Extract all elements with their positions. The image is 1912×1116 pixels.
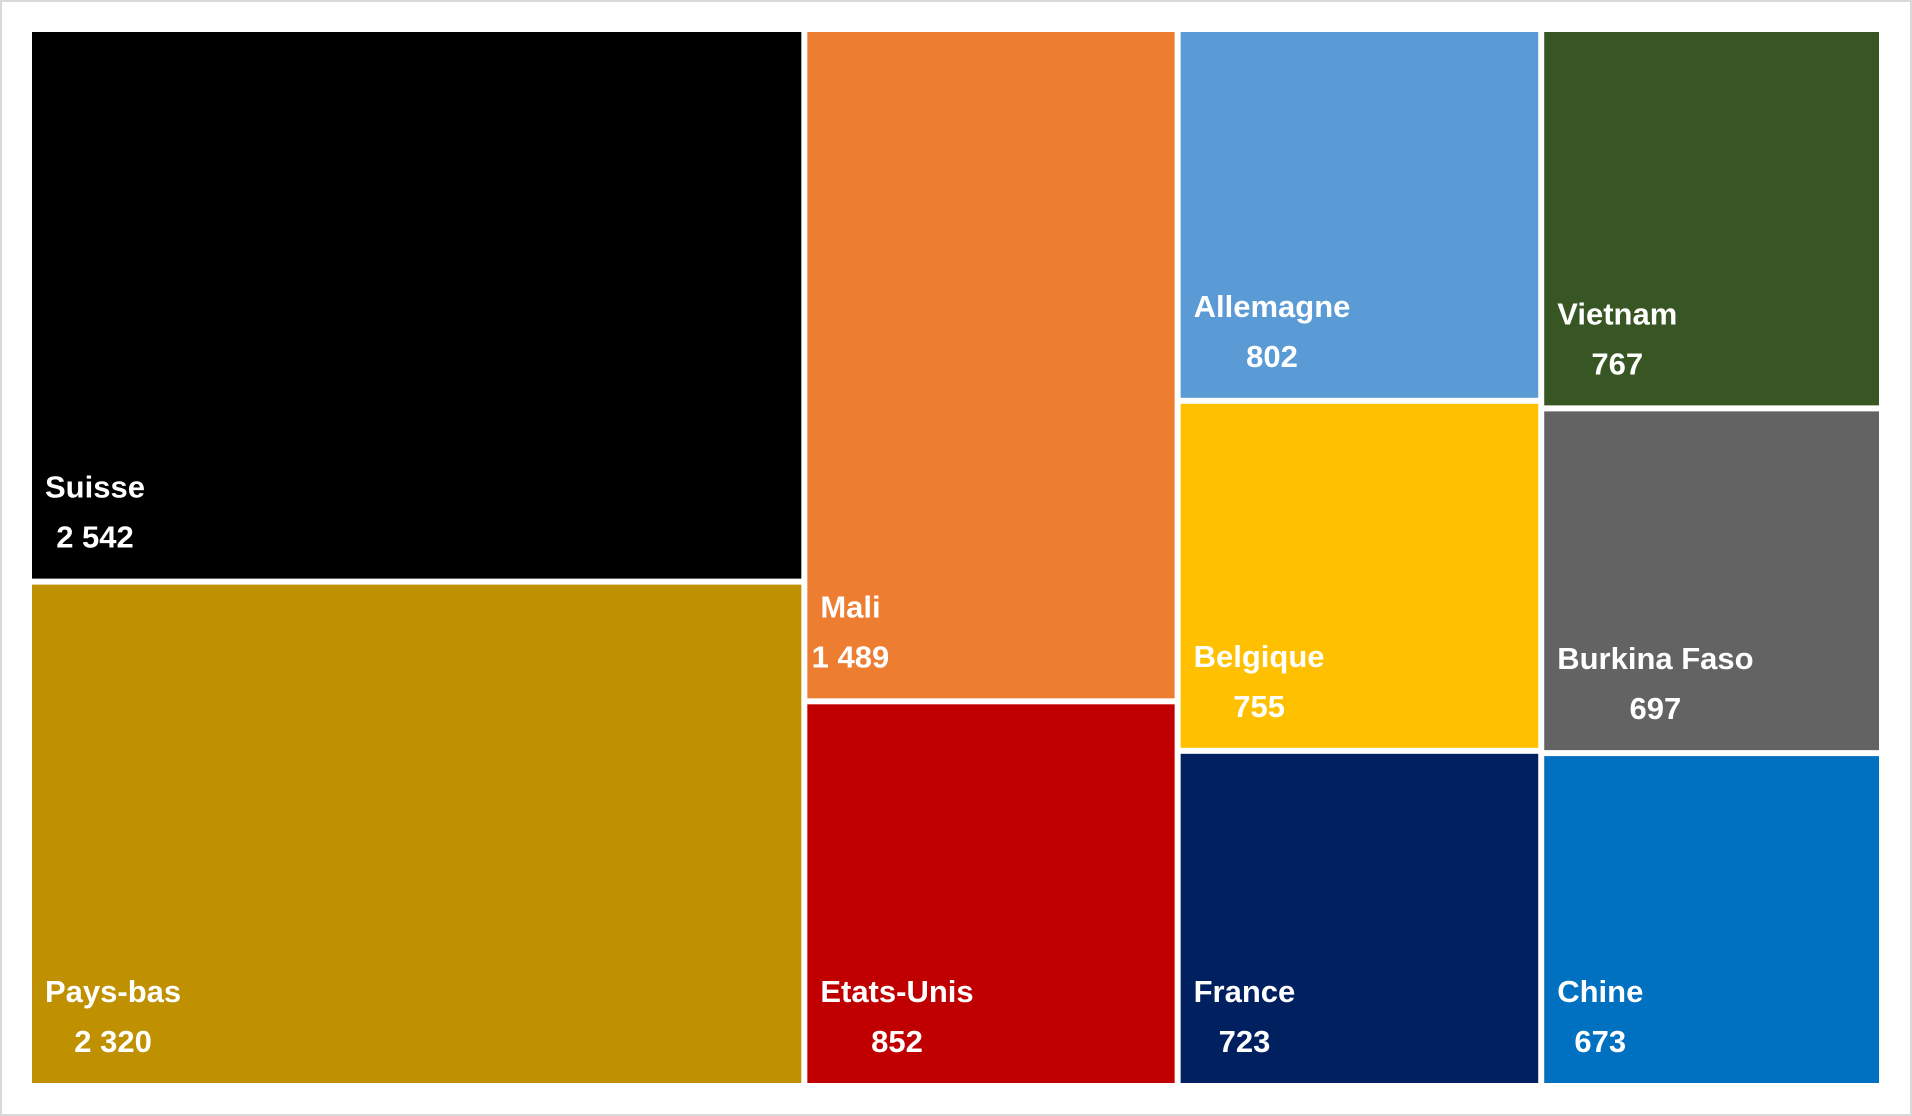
cell-label: France	[1194, 974, 1296, 1009]
treemap-cell	[1544, 756, 1879, 1083]
cell-label: Etats-Unis	[820, 974, 973, 1009]
treemap-cell	[1180, 403, 1539, 748]
cell-label: Belgique	[1194, 639, 1325, 674]
cell-value: 852	[871, 1024, 923, 1059]
cell-value: 673	[1574, 1024, 1626, 1059]
cell-label: Suisse	[45, 470, 145, 505]
cell-value: 1 489	[812, 639, 890, 674]
treemap-cell	[1180, 32, 1539, 398]
cell-label: Mali	[820, 589, 880, 624]
treemap-cell	[32, 584, 802, 1083]
cell-value: 802	[1246, 339, 1298, 374]
cell-value: 2 320	[74, 1024, 152, 1059]
treemap-cell	[1180, 753, 1539, 1083]
cell-value: 723	[1219, 1024, 1271, 1059]
treemap-cell	[1544, 32, 1879, 406]
treemap-cell	[807, 704, 1175, 1083]
cell-value: 697	[1630, 691, 1682, 726]
cell-label: Pays-bas	[45, 974, 181, 1009]
cell-label: Chine	[1557, 974, 1643, 1009]
cell-label: Vietnam	[1557, 296, 1677, 331]
treemap-cell	[807, 32, 1175, 699]
cell-value: 755	[1233, 689, 1285, 724]
cell-value: 2 542	[56, 520, 134, 555]
treemap-cell	[1544, 411, 1879, 751]
cell-value: 767	[1591, 346, 1643, 381]
treemap-cell	[32, 32, 802, 579]
cell-label: Burkina Faso	[1557, 641, 1753, 676]
cell-label: Allemagne	[1194, 289, 1351, 324]
